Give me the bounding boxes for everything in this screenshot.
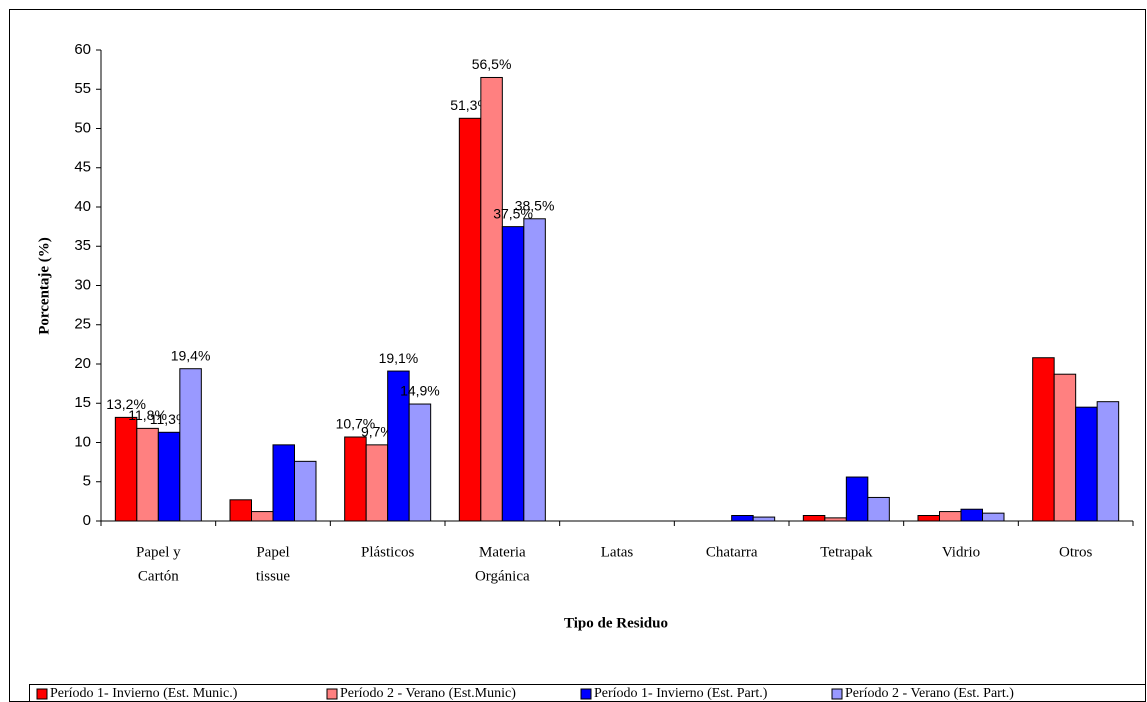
data-label: 37,5% <box>493 205 533 221</box>
legend-label: Período 2 - Verano (Est. Part.) <box>845 686 1014 701</box>
bar <box>523 218 546 522</box>
data-label: 19,4% <box>171 347 211 363</box>
bar <box>1096 401 1120 522</box>
legend-label: Período 1- Invierno (Est. Part.) <box>594 686 768 701</box>
data-label: 56,5% <box>472 56 512 72</box>
bar <box>272 444 295 522</box>
bar <box>939 511 962 522</box>
x-axis-title: Tipo de Residuo <box>564 615 668 631</box>
bar <box>480 76 503 522</box>
bar <box>752 516 776 522</box>
legend-label: Período 2 - Verano (Est.Munic) <box>340 686 516 701</box>
y-tick-label: 25 <box>74 316 91 333</box>
data-label: 51,3% <box>450 97 490 113</box>
y-tick-label: 20 <box>74 355 91 372</box>
bar <box>114 416 138 522</box>
bar <box>365 444 389 522</box>
y-axis-title: Porcentaje (%) <box>36 237 52 335</box>
bar <box>982 512 1005 522</box>
x-tick-label: Tetrapak <box>820 544 873 560</box>
data-label: 11,8% <box>128 407 167 423</box>
data-label: 13,2% <box>106 396 146 412</box>
bar <box>731 515 754 522</box>
bar <box>294 460 317 522</box>
bar <box>845 476 869 522</box>
legend-swatch <box>326 688 338 700</box>
bar <box>1053 373 1077 522</box>
x-tick-label: tissue <box>256 568 291 584</box>
bar <box>408 403 432 522</box>
legend-swatch <box>36 688 48 700</box>
bar <box>1032 357 1055 522</box>
bar <box>1075 406 1098 522</box>
x-tick-label: Latas <box>601 544 634 560</box>
bar <box>229 499 252 522</box>
x-tick-label: Materia <box>479 544 526 560</box>
x-tick-label: Cartón <box>138 568 179 584</box>
y-tick-label: 35 <box>74 237 91 254</box>
chart-frame <box>9 9 1146 702</box>
bar <box>179 368 202 522</box>
data-label: 14,9% <box>400 383 440 399</box>
bar <box>344 436 367 522</box>
x-tick-label: Otros <box>1059 544 1092 560</box>
y-tick-label: 30 <box>74 276 91 293</box>
bar <box>917 515 940 522</box>
y-tick-label: 10 <box>74 433 91 450</box>
x-tick-label: Orgánica <box>475 568 530 584</box>
legend-swatch <box>831 688 843 700</box>
y-tick-label: 50 <box>74 119 91 136</box>
data-label: 38,5% <box>515 197 555 213</box>
data-label: 10,7% <box>336 416 376 432</box>
bar <box>802 515 826 522</box>
x-tick-label: Papel <box>256 544 289 560</box>
y-tick-label: 55 <box>74 80 91 97</box>
y-tick-label: 60 <box>74 41 91 58</box>
bar <box>960 508 983 522</box>
y-tick-label: 40 <box>74 198 91 215</box>
bar <box>501 226 525 522</box>
bar <box>867 496 890 522</box>
data-label: 9,7% <box>361 424 393 440</box>
data-label: 19,1% <box>379 350 419 366</box>
x-tick-label: Vidrio <box>942 544 980 560</box>
bar <box>251 511 274 522</box>
y-tick-label: 15 <box>74 394 91 411</box>
y-tick-label: 5 <box>83 473 91 490</box>
y-tick-label: 0 <box>83 512 91 529</box>
bar <box>136 427 159 522</box>
data-label: 11,3% <box>150 411 189 427</box>
x-tick-label: Chatarra <box>706 544 758 560</box>
x-tick-label: Papel y <box>136 544 181 560</box>
x-tick-label: Plásticos <box>361 544 414 560</box>
y-tick-label: 45 <box>74 159 91 176</box>
legend-swatch <box>580 688 592 700</box>
bar <box>157 431 181 522</box>
bar <box>458 117 482 522</box>
legend-label: Período 1- Invierno (Est. Munic.) <box>50 686 238 701</box>
